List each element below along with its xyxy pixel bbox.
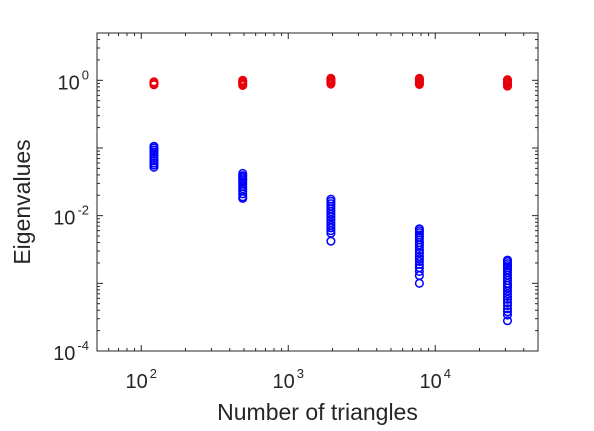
y-tick-label: 10 -4 [53,338,89,365]
data-point [326,218,336,228]
data-point [149,77,159,87]
data-point [414,224,424,234]
data-point [414,256,424,267]
data-point [414,251,424,261]
data-point [502,289,513,299]
y-axis-label: Eigenvalues [9,139,35,264]
tick-labels: 10 2 10 3 10 4 10 -4 10 -2 10 0 [53,67,451,393]
x-tick-label: 10 2 [126,366,157,393]
plot-frame [96,32,539,352]
data-point [326,73,336,83]
x-tick-label: 10 4 [420,366,451,393]
y-tick-label: 10 -2 [53,203,89,230]
data-point [238,75,248,85]
data-point [502,310,513,320]
x-axis-label: Number of triangles [217,399,418,425]
data-point [502,75,513,85]
x-tick-label: 10 3 [273,366,304,393]
data-point [326,220,336,230]
data-point [149,141,159,151]
plot-area [97,33,538,351]
data-point [326,194,336,204]
data-point [502,267,513,277]
data-point [238,168,248,179]
data-point [414,263,424,273]
axis-ticks [96,32,539,352]
data-point [502,297,513,308]
data-marks [149,73,513,326]
data-point [502,307,513,317]
data-point [502,255,513,265]
data-point [502,304,513,314]
data-point [502,316,513,326]
data-point [414,73,424,83]
data-point [502,300,513,311]
y-tick-label: 10 0 [58,67,89,94]
